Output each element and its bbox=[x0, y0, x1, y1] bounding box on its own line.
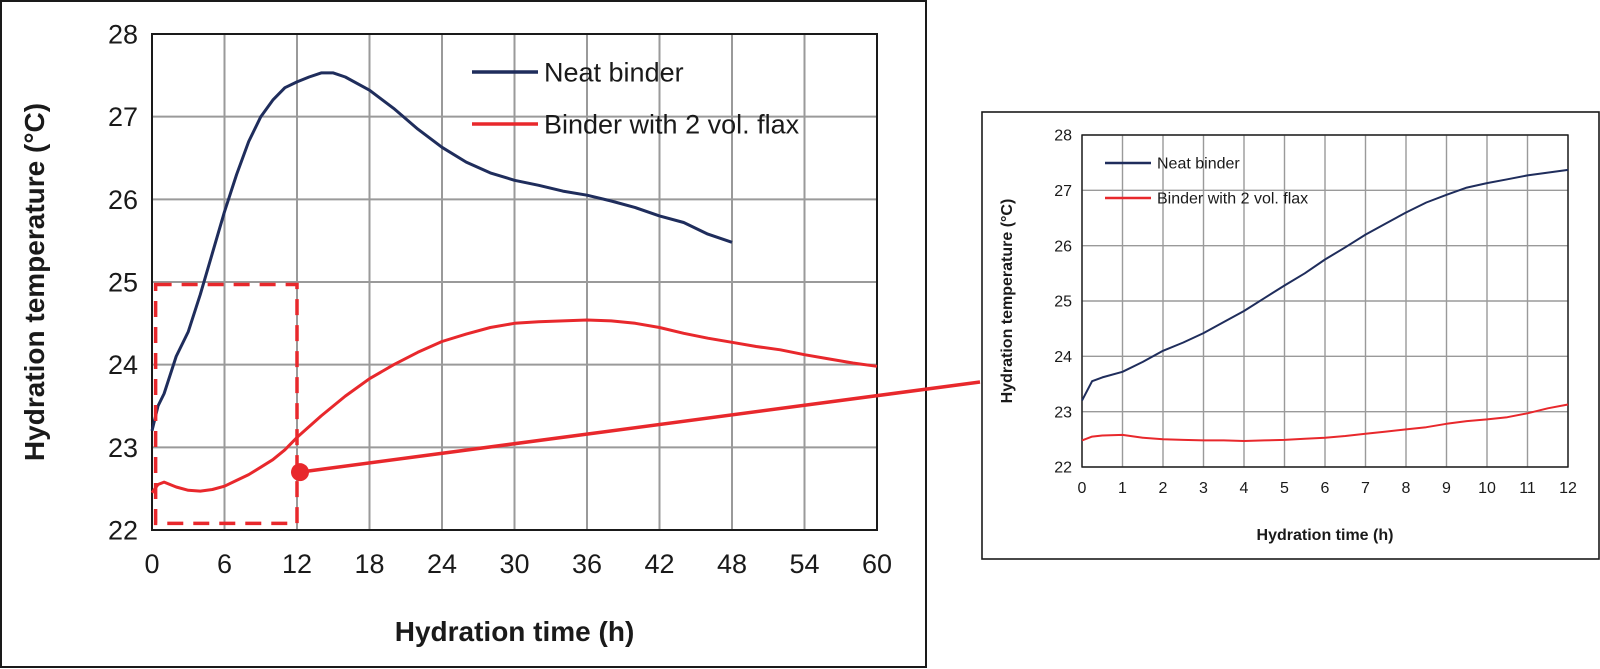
x-tick-label: 54 bbox=[789, 549, 819, 579]
x-tick-label: 6 bbox=[217, 549, 232, 579]
y-tick-label: 22 bbox=[1054, 460, 1072, 477]
y-axis-title: Hydration temperature (°C) bbox=[19, 103, 50, 461]
x-tick-label: 11 bbox=[1519, 480, 1536, 497]
x-tick-label: 7 bbox=[1361, 480, 1370, 497]
series-line-neat-binder bbox=[1081, 168, 1569, 402]
x-tick-label: 60 bbox=[862, 549, 892, 579]
x-tick-label: 12 bbox=[282, 549, 312, 579]
y-tick-label: 27 bbox=[108, 102, 138, 132]
legend-label: Neat binder bbox=[1157, 156, 1240, 173]
series-line-binder-flax bbox=[1081, 403, 1569, 442]
y-tick-label: 25 bbox=[108, 267, 138, 297]
x-tick-label: 8 bbox=[1402, 480, 1411, 497]
x-tick-label: 5 bbox=[1280, 480, 1289, 497]
x-tick-label: 48 bbox=[717, 549, 747, 579]
y-tick-label: 26 bbox=[108, 185, 138, 215]
x-tick-label: 0 bbox=[144, 549, 159, 579]
x-tick-label: 18 bbox=[354, 549, 384, 579]
x-tick-label: 12 bbox=[1559, 480, 1577, 497]
zoom-callout bbox=[291, 380, 981, 482]
x-tick-label: 24 bbox=[427, 549, 457, 579]
main-chart: 0 6 12 18 24 30 36 42 48 54 60 22 23 24 25 26 27 28 Neat b… bbox=[19, 19, 892, 647]
x-tick-label: 36 bbox=[572, 549, 602, 579]
x-tick-label: 10 bbox=[1478, 480, 1496, 497]
series-line-neat-binder bbox=[150, 71, 733, 432]
x-tick-label: 0 bbox=[1078, 480, 1087, 497]
y-tick-label: 24 bbox=[108, 350, 138, 380]
y-tick-label: 28 bbox=[1054, 128, 1072, 145]
callout-line bbox=[299, 380, 981, 474]
x-tick-label: 2 bbox=[1159, 480, 1168, 497]
legend-label: Binder with 2 vol. flax bbox=[1157, 191, 1308, 208]
y-tick-label: 23 bbox=[1054, 404, 1072, 421]
zoom-highlight-box bbox=[153, 282, 299, 526]
y-tick-label: 27 bbox=[1054, 183, 1072, 200]
x-tick-label: 4 bbox=[1240, 480, 1249, 497]
legend-label: Neat binder bbox=[544, 57, 684, 87]
x-tick-label: 9 bbox=[1442, 480, 1451, 497]
y-axis-title: Hydration temperature (°C) bbox=[999, 199, 1016, 404]
series-line-binder-flax bbox=[150, 318, 878, 494]
y-tick-label: 26 bbox=[1054, 238, 1072, 255]
x-tick-label: 3 bbox=[1199, 480, 1208, 497]
plot-frame bbox=[151, 33, 878, 531]
x-tick-label: 42 bbox=[644, 549, 674, 579]
x-axis-title: Hydration time (h) bbox=[1257, 527, 1394, 544]
y-tick-label: 22 bbox=[108, 515, 138, 545]
plot-frame bbox=[1081, 134, 1569, 468]
x-tick-label: 1 bbox=[1118, 480, 1127, 497]
x-tick-label: 6 bbox=[1321, 480, 1330, 497]
x-tick-label: 30 bbox=[499, 549, 529, 579]
y-tick-label: 24 bbox=[1054, 349, 1072, 366]
y-tick-label: 28 bbox=[108, 19, 138, 49]
callout-dot bbox=[291, 463, 309, 482]
x-axis-title: Hydration time (h) bbox=[395, 616, 635, 647]
y-tick-label: 25 bbox=[1054, 294, 1072, 311]
y-tick-label: 23 bbox=[108, 433, 138, 463]
legend-label: Binder with 2 vol. flax bbox=[544, 109, 800, 139]
